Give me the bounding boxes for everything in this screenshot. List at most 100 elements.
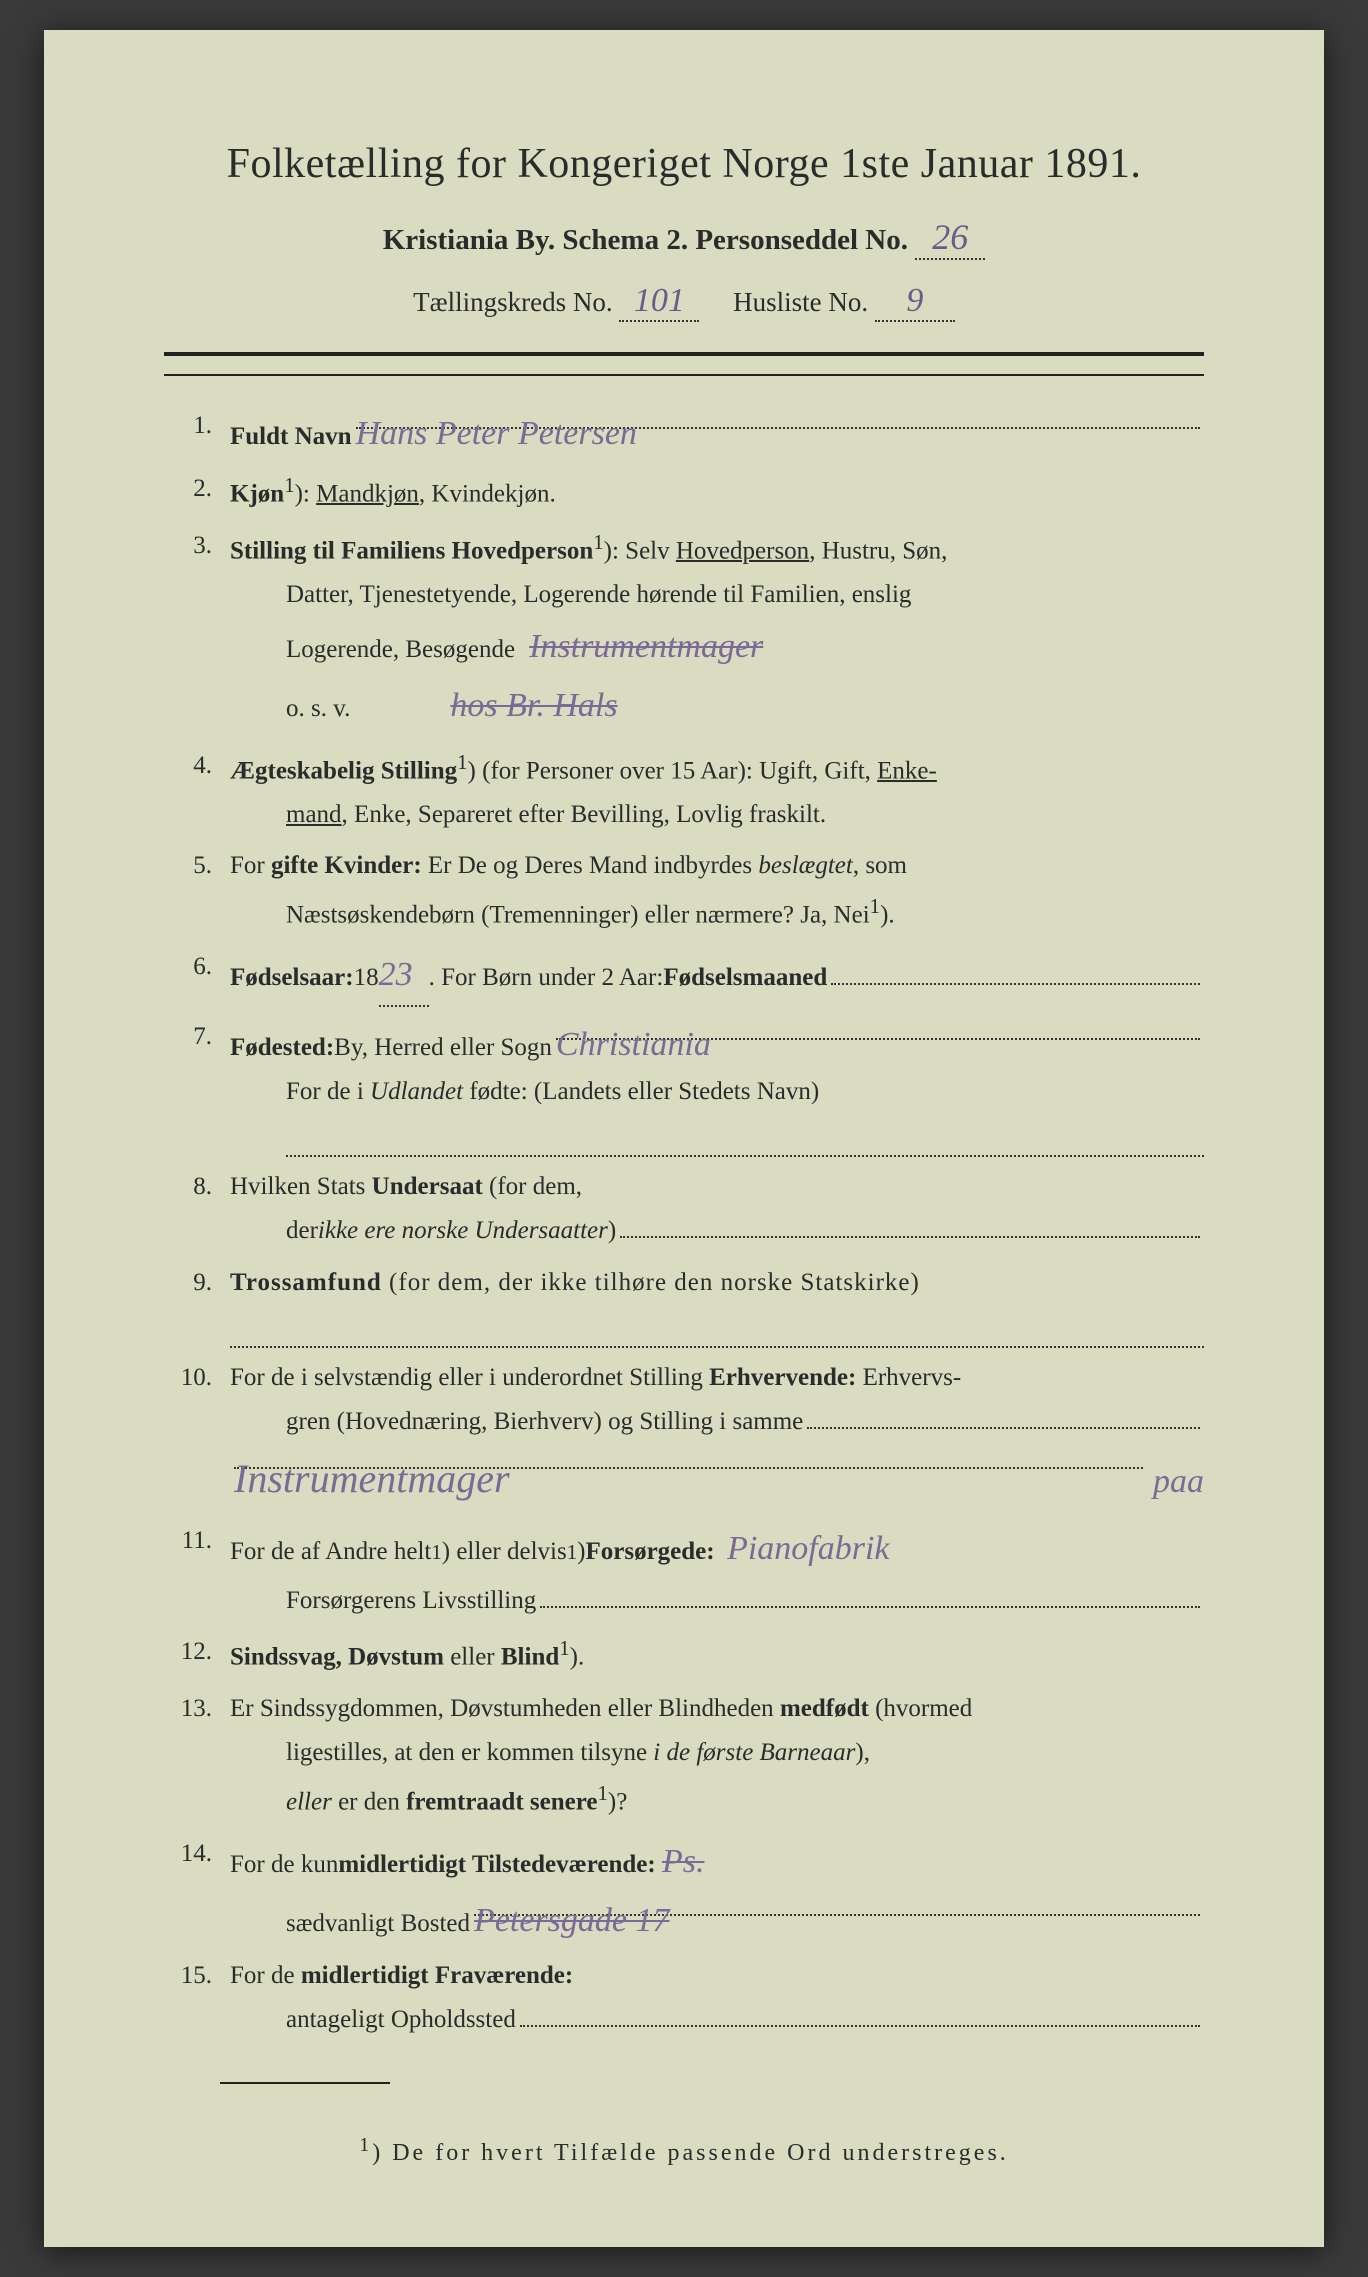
item-13: 13. Er Sindssygdommen, Døvstumheden elle… <box>174 1687 1204 1824</box>
item7-line2-pre: For de i <box>286 1078 370 1105</box>
text: Er De og Deres Mand indbyrdes <box>422 852 759 879</box>
item8-line2-pre: der <box>286 1209 318 1253</box>
item13-line2a: ligestilles, at den er kommen tilsyne <box>286 1739 653 1766</box>
text-a: For de kun <box>230 1843 338 1887</box>
main-title: Folketælling for Kongeriget Norge 1ste J… <box>164 140 1204 188</box>
sup2: 1 <box>567 1534 577 1570</box>
item14-line2: sædvanligt Bosted <box>286 1902 470 1946</box>
text-b: (for dem, <box>483 1173 582 1200</box>
fodested-hand: Christiania <box>556 1026 711 1063</box>
label-fuldt-navn: Fuldt Navn <box>230 415 352 459</box>
item-num: 14. <box>174 1832 230 1946</box>
label-fravaerende: midlertidigt Fraværende: <box>301 1962 573 1989</box>
item3-line3-pre: Logerende, Besøgende <box>286 628 515 672</box>
after: ): Selv <box>604 537 676 564</box>
label-gifte: gifte Kvinder: <box>271 852 422 879</box>
item-11: 11. For de af Andre helt1) eller delvis1… <box>174 1519 1204 1622</box>
item-num: 8. <box>174 1165 230 1253</box>
item-14: 14. For de kun midlertidigt Tilstedevære… <box>174 1832 1204 1946</box>
mid: . For Børn under 2 Aar: <box>429 956 664 1000</box>
item14-hand1: Ps. <box>662 1832 705 1892</box>
label-medfodt: medfødt <box>780 1695 869 1722</box>
label-sindssvag: Sindssvag, Døvstum <box>230 1644 444 1671</box>
item5-line2: Næstsøskendebørn (Tremenninger) eller næ… <box>286 902 870 929</box>
item-12: 12. Sindssvag, Døvstum eller Blind1). <box>174 1630 1204 1679</box>
blank-line <box>230 1316 1204 1349</box>
item10-hand: Instrumentmager <box>234 1456 510 1501</box>
text-b: Erhvervs- <box>856 1364 961 1391</box>
sup: 1 <box>284 473 294 497</box>
text-b: (hvormed <box>869 1695 972 1722</box>
label-trossamfund: Trossamfund <box>230 1269 382 1296</box>
kvindekjon: , Kvindekjøn. <box>419 480 556 507</box>
sup1: 1 <box>431 1534 441 1570</box>
divider-thick <box>164 352 1204 356</box>
after: ): <box>295 480 317 507</box>
tellingskreds-label: Tællingskreds No. <box>413 287 613 317</box>
item13-line2b: ), <box>855 1739 870 1766</box>
sup: 1 <box>593 530 603 554</box>
hovedperson: Hovedperson <box>676 537 809 564</box>
item-4: 4. Ægteskabelig Stilling1) (for Personer… <box>174 744 1204 837</box>
beslaegtet: beslægtet <box>758 852 852 879</box>
personseddel-no: 26 <box>915 216 985 260</box>
item3-osv: o. s. v. <box>286 687 350 731</box>
item5-line2-tail: ). <box>880 902 895 929</box>
item-8: 8. Hvilken Stats Undersaat (for dem, der… <box>174 1165 1204 1253</box>
text-a: For de <box>230 1962 301 1989</box>
item11-hand: Pianofabrik <box>727 1519 889 1579</box>
footnote: 1) De for hvert Tilfælde passende Ord un… <box>164 2134 1204 2167</box>
sub-header: Kristiania By. Schema 2. Personseddel No… <box>164 216 1204 260</box>
item-1: 1. Fuldt Navn Hans Peter Petersen <box>174 404 1204 459</box>
text: (for dem, der ikke tilhøre den norske St… <box>382 1269 920 1296</box>
value-name: Hans Peter Petersen <box>356 415 637 452</box>
item-num: 2. <box>174 467 230 516</box>
header-line3: Tællingskreds No. 101 Husliste No. 9 <box>164 282 1204 322</box>
label-fodested: Fødested: <box>230 1026 334 1070</box>
item-7: 7. Fødested: By, Herred eller Sogn Chris… <box>174 1015 1204 1157</box>
text-a: Hvilken Stats <box>230 1173 372 1200</box>
mand: mand <box>286 801 342 828</box>
text: eller <box>444 1644 501 1671</box>
item8-ital: ikke ere norske Undersaatter <box>318 1209 608 1253</box>
text-b: ) eller delvis <box>442 1530 567 1574</box>
item-num: 3. <box>174 524 230 736</box>
item4-tail: , Enke, Separeret efter Bevilling, Lovli… <box>342 801 827 828</box>
item3-hand2: hos Br. Hals <box>450 676 617 736</box>
item15-line2: antageligt Opholdssted <box>286 1998 516 2042</box>
item-num: 12. <box>174 1630 230 1679</box>
udlandet: Udlandet <box>370 1078 463 1105</box>
tail: , som <box>853 852 907 879</box>
item8-line2-tail: ) <box>608 1209 616 1253</box>
footnote-sup: 1 <box>359 2134 372 2156</box>
census-form-page: Folketælling for Kongeriget Norge 1ste J… <box>44 30 1324 2247</box>
blank-line <box>286 1125 1204 1158</box>
item-num: 10. <box>174 1356 230 1511</box>
item-num: 9. <box>174 1261 230 1349</box>
item-6: 6. Fødselsaar: 1823. For Børn under 2 Aa… <box>174 945 1204 1007</box>
item-9: 9. Trossamfund (for dem, der ikke tilhør… <box>174 1261 1204 1349</box>
label-undersaat: Undersaat <box>372 1173 483 1200</box>
year-18: 18 <box>354 956 379 1000</box>
item10-line2: gren (Hovednæring, Bierhverv) og Stillin… <box>286 1400 803 1444</box>
item-num: 13. <box>174 1687 230 1824</box>
pre: For <box>230 852 271 879</box>
text-a: Er Sindssygdommen, Døvstumheden eller Bl… <box>230 1695 780 1722</box>
label-forsorgede: Forsørgede: <box>585 1530 714 1574</box>
form-items: 1. Fuldt Navn Hans Peter Petersen 2. Kjø… <box>164 404 1204 2042</box>
item11-line2: Forsørgerens Livsstilling <box>286 1579 536 1623</box>
item3-line2: Datter, Tjenestetyende, Logerende hørend… <box>230 573 1204 617</box>
item-num: 11. <box>174 1519 230 1622</box>
sub-prefix: Kristiania By. Schema 2. Personseddel No… <box>383 224 908 256</box>
item3-hand1: Instrumentmager <box>529 617 763 677</box>
item14-hand2: Petersgade 17 <box>474 1902 669 1939</box>
item7-line2-tail: fødte: (Landets eller Stedets Navn) <box>463 1078 819 1105</box>
item13-line3a: er den <box>332 1788 406 1815</box>
text-a: For de i selvstændig eller i underordnet… <box>230 1364 709 1391</box>
fremtraadt: fremtraadt senere <box>406 1788 597 1815</box>
item-num: 4. <box>174 744 230 837</box>
after: ) (for Personer over 15 Aar): Ugift, Gif… <box>468 757 878 784</box>
tail: , Hustru, Søn, <box>809 537 947 564</box>
sup: 1 <box>457 750 467 774</box>
text: By, Herred eller Sogn <box>334 1026 552 1070</box>
